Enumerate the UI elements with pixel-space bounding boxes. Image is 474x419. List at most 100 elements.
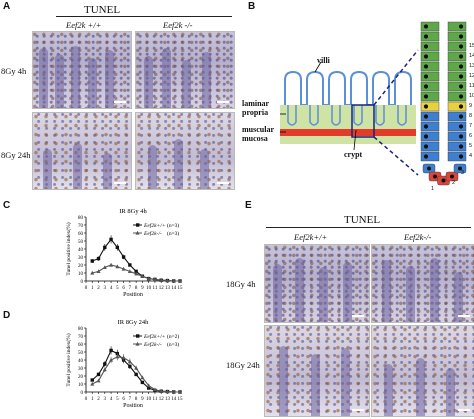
crypt-base-nucleus <box>450 174 454 179</box>
data-point <box>171 389 176 394</box>
crypt-cell-nucleus <box>423 54 429 59</box>
micrograph-a-wt-24h <box>32 112 132 190</box>
data-point <box>159 278 164 282</box>
label-muscular: muscular <box>242 125 274 134</box>
label-mucosa: mucosa <box>242 134 268 143</box>
crypt-cell <box>447 131 467 142</box>
crypt-cell <box>447 71 467 82</box>
panel-e-title-rule <box>266 227 471 228</box>
data-point <box>96 269 101 273</box>
crypt-cell-nucleus <box>458 64 464 69</box>
data-point <box>140 274 145 278</box>
y-tick-label: 60 <box>78 343 84 348</box>
data-point <box>134 269 138 274</box>
y-tick-label: 10 <box>78 272 84 277</box>
crypt-cell <box>420 81 440 92</box>
crypt-cell-nucleus <box>458 34 464 39</box>
data-point <box>134 372 138 377</box>
panel-c-letter: C <box>3 200 11 211</box>
data-point <box>90 270 95 275</box>
crypt-cell-nucleus <box>423 34 429 39</box>
data-point <box>90 378 94 382</box>
data-point <box>109 357 114 362</box>
crypt-position-number: 3 <box>461 170 465 176</box>
data-point <box>115 245 120 250</box>
data-point <box>165 389 170 394</box>
data-point <box>146 383 151 388</box>
panel-e-letter: E <box>245 200 252 211</box>
panel-a-title-rule <box>56 16 232 17</box>
crypt-position-number: 4 <box>469 153 473 159</box>
label-crypt: crypt <box>344 150 363 159</box>
crypt-cell <box>420 41 440 52</box>
crypt-position-number: 12 <box>469 73 474 79</box>
x-tick-label: 5 <box>116 397 119 402</box>
y-tick-label: 0 <box>81 391 84 396</box>
legend-n: (n=3) <box>167 230 179 237</box>
panel-e-row-bottom: 18Gy 24h <box>226 360 260 370</box>
crypt-position-number: 2 <box>452 180 456 186</box>
panel-e-col-left: Eef2k+/+ <box>294 232 328 242</box>
micrograph-a-ko-4h <box>135 31 235 109</box>
crypt-position-number: 10 <box>469 93 474 99</box>
x-axis-label: Position <box>123 403 143 409</box>
data-point <box>103 245 107 250</box>
crypt-cell <box>447 91 467 102</box>
crypt-base-nucleus <box>458 166 462 171</box>
legend-label: Eef2k-/- <box>143 230 162 237</box>
crypt-cell <box>447 151 467 162</box>
y-tick-label: 0 <box>81 280 84 285</box>
y-tick-label: 20 <box>78 375 84 380</box>
x-tick-label: 7 <box>129 397 132 402</box>
micrograph-e-ko-4h <box>371 244 474 323</box>
x-tick-label: 8 <box>135 397 138 402</box>
crypt-cell-nucleus <box>423 94 429 99</box>
crypt-cell <box>420 61 440 72</box>
crypt-cell-nucleus <box>458 124 464 129</box>
crypt-cell-nucleus <box>458 84 464 89</box>
y-tick-label: 40 <box>78 248 84 253</box>
crypt-base-nucleus <box>427 166 431 171</box>
crypt-position-number: 1 <box>431 186 435 192</box>
x-tick-label: 1 <box>91 397 94 402</box>
data-point <box>96 378 101 383</box>
x-tick-label: 15 <box>178 397 184 402</box>
crypt-base-nucleus <box>441 178 446 183</box>
crypt-cell <box>420 71 440 82</box>
x-tick-label: 1 <box>91 286 94 291</box>
y-tick-label: 80 <box>78 216 84 221</box>
crypt-cell-nucleus <box>458 144 464 149</box>
crypt-cell <box>420 91 440 102</box>
x-tick-label: 11 <box>153 286 158 291</box>
crypt-cell <box>447 121 467 132</box>
panel-a-row-bottom: 8Gy 24h <box>1 150 31 160</box>
x-tick-label: 12 <box>159 397 165 402</box>
data-point <box>121 266 126 271</box>
label-propria: propria <box>242 108 269 117</box>
data-point <box>109 348 113 353</box>
chart-title: IR 8Gy 24h <box>118 319 149 326</box>
crypt-cell <box>420 51 440 62</box>
crypt-cell <box>447 61 467 72</box>
data-point <box>121 355 126 360</box>
y-tick-label: 70 <box>78 224 84 229</box>
crypt-cell <box>420 101 440 112</box>
data-point <box>159 389 164 393</box>
crypt-cell <box>420 151 440 162</box>
crypt-base-nucleus <box>433 174 437 179</box>
crypt-cell <box>420 111 440 122</box>
x-tick-label: 5 <box>116 286 119 291</box>
crypt-cell-nucleus <box>423 44 429 49</box>
crypt-cell <box>420 31 440 42</box>
crypt-cell <box>447 31 467 42</box>
crypt-cell-nucleus <box>423 74 429 79</box>
data-point <box>178 278 182 283</box>
y-tick-label: 80 <box>78 327 84 332</box>
y-tick-label: 30 <box>78 367 84 372</box>
x-tick-label: 2 <box>97 286 100 291</box>
x-tick-label: 14 <box>171 286 177 291</box>
panel-a-col-left: Eef2k +/+ <box>66 20 102 30</box>
y-axis-label: Tunel positive index(%) <box>65 333 72 386</box>
data-point <box>90 381 95 386</box>
